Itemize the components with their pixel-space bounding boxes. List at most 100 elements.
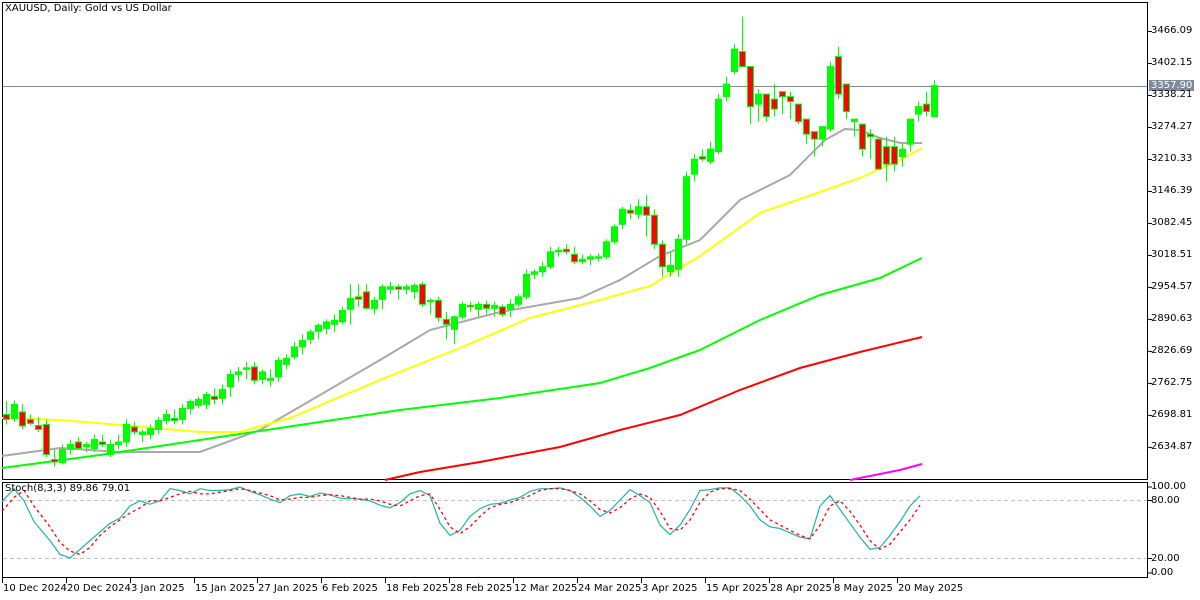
candle <box>3 400 10 425</box>
candle <box>115 434 122 450</box>
candle <box>99 434 106 447</box>
candle <box>603 239 610 260</box>
stoch-tick-label: 100.00 <box>1151 481 1186 492</box>
candle <box>307 329 314 345</box>
candle <box>707 141 714 165</box>
candle <box>443 311 450 340</box>
candle <box>355 284 362 307</box>
ma-line <box>1 147 923 433</box>
candle <box>563 244 570 255</box>
candle <box>571 246 578 265</box>
price-tick-label: 2826.69 <box>1151 344 1193 356</box>
candle <box>163 409 170 425</box>
candle <box>891 136 898 172</box>
axis-ticks <box>2 31 1152 583</box>
candle <box>251 361 258 385</box>
candle <box>347 284 354 325</box>
candle <box>283 354 290 370</box>
candle <box>651 209 658 250</box>
candle <box>699 149 706 162</box>
date-tick-label: 27 Jan 2025 <box>258 583 318 594</box>
candle <box>51 449 58 467</box>
price-tick-label: 3274.27 <box>1151 120 1193 132</box>
candle <box>931 80 938 118</box>
stoch-panel-frame <box>2 482 1148 578</box>
date-tick-label: 20 Dec 2024 <box>67 583 131 594</box>
candle <box>43 419 50 457</box>
candle <box>579 254 586 265</box>
date-tick-label: 24 Mar 2025 <box>578 583 642 594</box>
candle <box>459 301 466 320</box>
candle <box>531 269 538 280</box>
candle <box>315 323 322 340</box>
candle <box>467 301 474 312</box>
price-tick-label: 3466.09 <box>1151 25 1193 36</box>
candle <box>235 366 242 382</box>
date-tick-label: 3 Apr 2025 <box>642 583 698 594</box>
candle <box>923 91 930 117</box>
candle <box>731 44 738 75</box>
candle <box>779 91 786 115</box>
candle <box>715 94 722 155</box>
candle <box>75 436 82 450</box>
ma-line <box>384 336 923 481</box>
candle <box>131 421 138 435</box>
candle <box>427 298 434 315</box>
candle <box>619 206 626 230</box>
price-tick-label: 3402.15 <box>1151 56 1193 68</box>
price-tick-label: 2954.57 <box>1151 280 1193 292</box>
candle <box>451 315 458 345</box>
candle <box>867 129 874 160</box>
candle <box>683 171 690 245</box>
candle <box>675 234 682 277</box>
candle <box>491 301 498 317</box>
candle <box>267 369 274 387</box>
candle <box>899 144 906 167</box>
candle <box>259 369 266 385</box>
date-tick-label: 15 Apr 2025 <box>706 583 768 594</box>
candle <box>35 416 42 432</box>
candle <box>67 439 74 455</box>
candle <box>771 84 778 117</box>
candle <box>755 89 762 122</box>
candle <box>411 283 418 300</box>
ma-line <box>849 463 923 481</box>
candle <box>203 391 210 410</box>
price-tick-label: 3146.39 <box>1151 184 1193 196</box>
chart-title: XAUUSD, Daily: Gold vs US Dollar <box>5 3 172 14</box>
price-tick-label: 3018.51 <box>1151 248 1193 260</box>
candle <box>627 204 634 220</box>
ma-line <box>1 257 923 469</box>
stoch-tick-label: 0.00 <box>1151 567 1174 578</box>
candle <box>27 414 34 426</box>
stochastic-lines <box>1 486 921 559</box>
candle <box>379 284 386 310</box>
candle <box>803 118 810 145</box>
candle <box>843 83 850 120</box>
candle <box>339 306 346 325</box>
candle <box>795 103 802 125</box>
candle <box>811 131 818 157</box>
candle <box>19 404 26 430</box>
date-tick-label: 18 Feb 2025 <box>386 583 449 594</box>
candle <box>171 409 178 425</box>
candle <box>331 314 338 332</box>
candle <box>371 296 378 315</box>
candle <box>123 419 130 447</box>
candle <box>483 300 490 315</box>
candle <box>507 299 514 317</box>
date-tick-label: 12 Mar 2025 <box>514 583 578 594</box>
candle <box>59 444 66 465</box>
candle <box>587 254 594 266</box>
candle <box>523 269 530 300</box>
price-tick-label: 3338.21 <box>1151 88 1193 100</box>
candle <box>243 361 250 380</box>
candle <box>147 424 154 440</box>
candle <box>187 399 194 415</box>
candle <box>435 296 442 322</box>
candle <box>107 439 114 457</box>
date-tick-label: 15 Jan 2025 <box>195 583 255 594</box>
date-tick-label: 10 Dec 2024 <box>3 583 67 594</box>
price-tick-label: 3082.45 <box>1151 216 1193 228</box>
